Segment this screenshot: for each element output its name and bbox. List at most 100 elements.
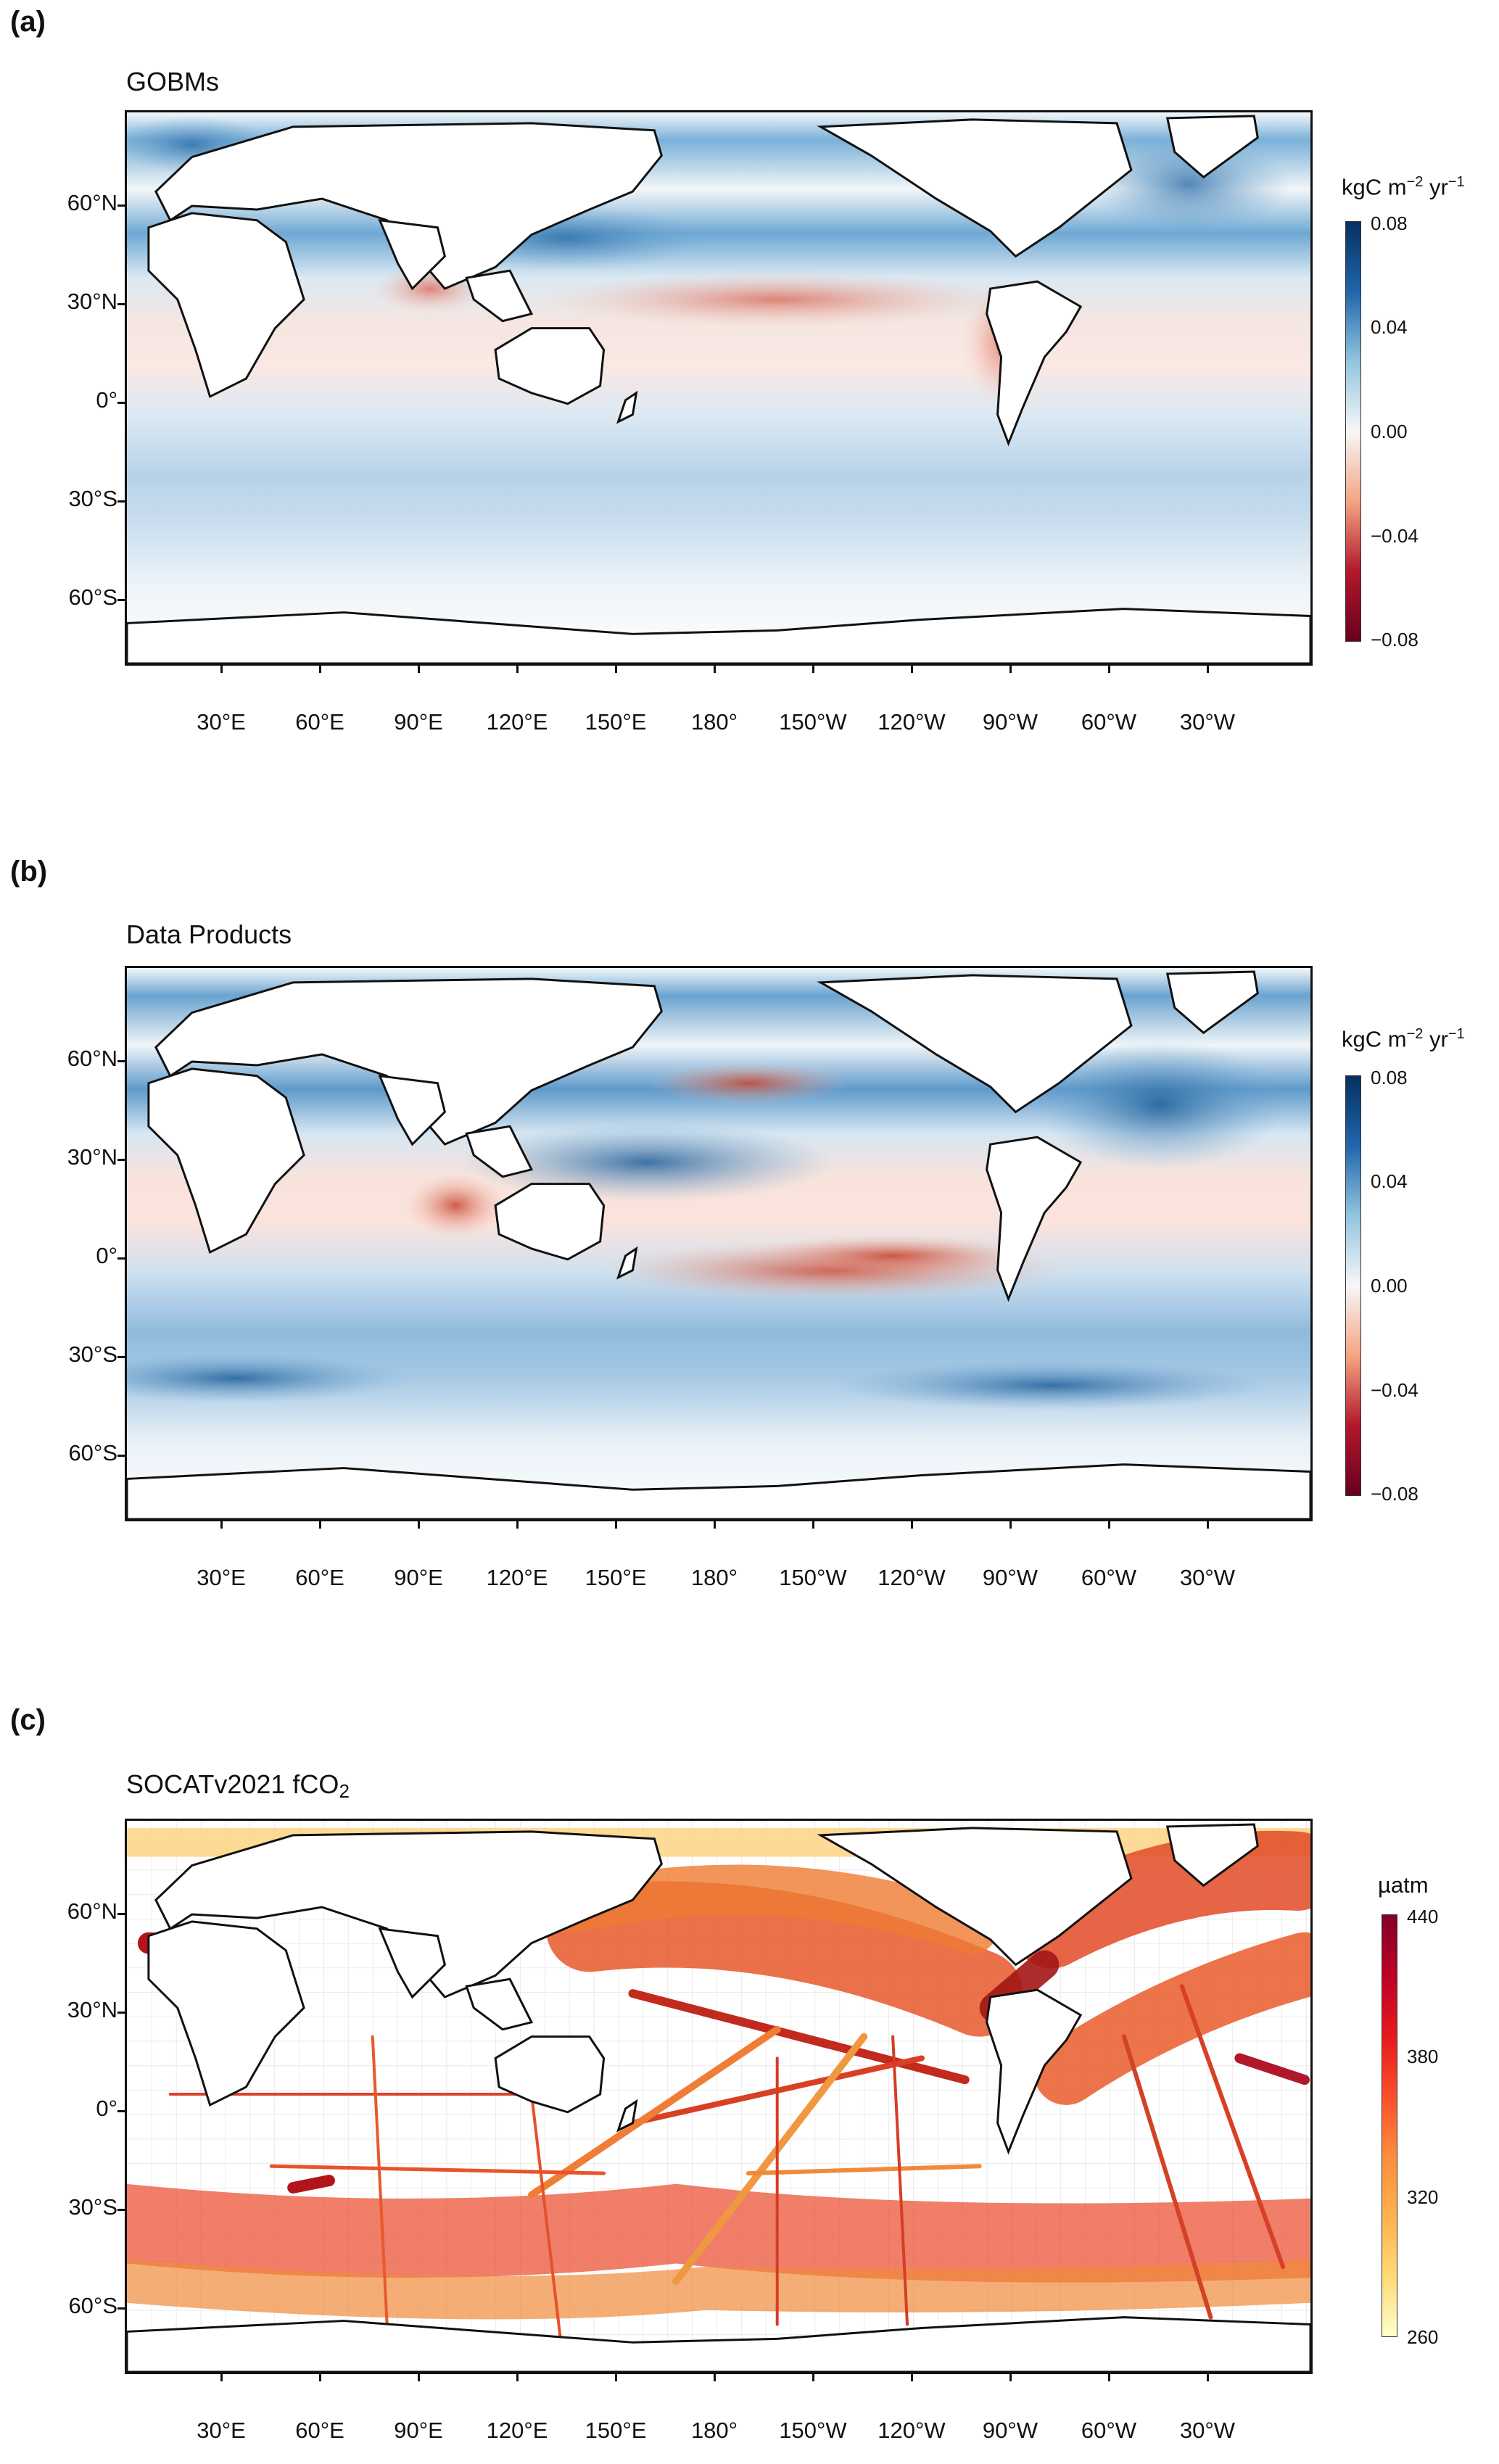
fco2-map — [127, 1821, 1310, 2372]
x-tick — [615, 2374, 617, 2381]
x-label: 120°E — [486, 709, 548, 735]
x-tick — [220, 2374, 223, 2381]
colorbar-tick-label: 0.00 — [1371, 421, 1408, 442]
north-pacific-upwelling — [647, 1061, 850, 1105]
x-tick — [516, 1521, 519, 1529]
colorbar-gradient — [1345, 1075, 1361, 1496]
x-label: 90°E — [394, 2418, 443, 2443]
x-label: 180° — [690, 709, 738, 735]
x-label: 120°W — [877, 2418, 946, 2443]
x-label: 90°W — [982, 709, 1038, 735]
panel-b-letter: (b) — [10, 856, 48, 888]
x-label: 150°E — [585, 709, 647, 735]
y-tick — [117, 1159, 125, 1161]
x-label: 150°E — [585, 2418, 647, 2443]
x-tick — [812, 666, 814, 673]
x-label: 150°W — [779, 709, 847, 735]
y-label: 60°N — [67, 1046, 117, 1071]
colorbar-title: kgC m−2 yr−1 — [1342, 174, 1465, 200]
x-tick — [418, 2374, 420, 2381]
x-label: 30°E — [197, 1565, 246, 1590]
colorbar-tick-label: 0.08 — [1371, 212, 1408, 234]
x-label: 60°E — [295, 1565, 344, 1590]
x-tick — [1009, 2374, 1012, 2381]
y-tick — [117, 2012, 125, 2014]
colorbar-tick-label: 320 — [1407, 2186, 1439, 2208]
y-tick — [117, 2110, 125, 2112]
y-tick — [117, 2209, 125, 2211]
x-label: 30°W — [1179, 2418, 1236, 2443]
y-tick — [117, 204, 125, 207]
x-tick — [319, 1521, 321, 1529]
south-atlantic-sink — [127, 1352, 409, 1404]
panel-c-title: SOCATv2021 fCO2 — [126, 1769, 350, 1802]
flux-map-b — [127, 968, 1310, 1519]
equatorial-pacific-outgassing — [538, 270, 1016, 328]
colorbar-tick-label: 0.04 — [1371, 316, 1408, 338]
x-tick — [220, 1521, 223, 1529]
kuroshio-sink — [459, 1123, 835, 1202]
y-tick — [117, 1060, 125, 1062]
x-tick — [615, 666, 617, 673]
panel-c-map — [125, 1819, 1313, 2374]
x-label: 60°E — [295, 709, 344, 735]
x-label: 120°W — [877, 1565, 946, 1590]
y-label: 60°N — [67, 190, 117, 215]
x-label: 180° — [690, 1565, 738, 1590]
y-tick — [117, 303, 125, 305]
colorbar-gradient — [1345, 221, 1361, 642]
colorbar-tick-label: −0.08 — [1371, 629, 1419, 650]
y-label: 0° — [96, 1243, 117, 1268]
x-tick — [1207, 1521, 1209, 1529]
x-tick — [714, 1521, 716, 1529]
y-label: 30°S — [68, 2194, 117, 2220]
x-tick — [418, 666, 420, 673]
y-tick — [117, 599, 125, 601]
x-tick — [1207, 2374, 1209, 2381]
x-tick — [220, 666, 223, 673]
x-tick — [714, 666, 716, 673]
x-label: 60°W — [1081, 2418, 1137, 2443]
x-label: 60°W — [1081, 1565, 1137, 1590]
x-label: 120°E — [486, 1565, 548, 1590]
colorbar-tick-label: 0.04 — [1371, 1170, 1408, 1192]
north-atlantic-sink — [1088, 133, 1291, 235]
x-tick — [418, 1521, 420, 1529]
y-label: 0° — [96, 387, 117, 413]
east-pacific-core — [748, 1234, 1038, 1278]
y-label: 60°N — [67, 1898, 117, 1924]
colorbar-title: µatm — [1378, 1872, 1429, 1898]
x-tick — [615, 1521, 617, 1529]
x-label: 150°W — [779, 2418, 847, 2443]
landmasses — [127, 1823, 1310, 2372]
x-tick — [911, 1521, 913, 1529]
x-tick — [516, 666, 519, 673]
x-tick — [812, 2374, 814, 2381]
x-tick — [1207, 666, 1209, 673]
y-label: 30°S — [68, 486, 117, 511]
colorbar-tick-label: −0.04 — [1371, 525, 1419, 547]
y-tick — [117, 1455, 125, 1457]
x-label: 180° — [690, 2418, 738, 2443]
x-tick — [1009, 666, 1012, 673]
colorbar-title: kgC m−2 yr−1 — [1342, 1026, 1465, 1052]
colorbar-gradient — [1382, 1914, 1397, 2337]
x-tick — [516, 2374, 519, 2381]
panel-c-letter: (c) — [10, 1704, 46, 1736]
y-label: 30°N — [67, 1997, 117, 2022]
x-tick — [812, 1521, 814, 1529]
y-label: 60°S — [68, 584, 117, 610]
x-label: 60°W — [1081, 709, 1137, 735]
x-label: 30°E — [197, 709, 246, 735]
y-tick — [117, 1356, 125, 1358]
y-label: 60°S — [68, 2293, 117, 2318]
landmasses — [127, 115, 1310, 663]
colorbar-tick-label: 0.00 — [1371, 1275, 1408, 1297]
colorbar-tick-label: 0.08 — [1371, 1067, 1408, 1088]
x-label: 150°E — [585, 1565, 647, 1590]
x-label: 90°E — [394, 1565, 443, 1590]
x-label: 30°W — [1179, 709, 1236, 735]
x-tick — [1108, 2374, 1110, 2381]
panel-a-map — [125, 110, 1313, 666]
colorbar-tick-label: 260 — [1407, 2326, 1439, 2348]
